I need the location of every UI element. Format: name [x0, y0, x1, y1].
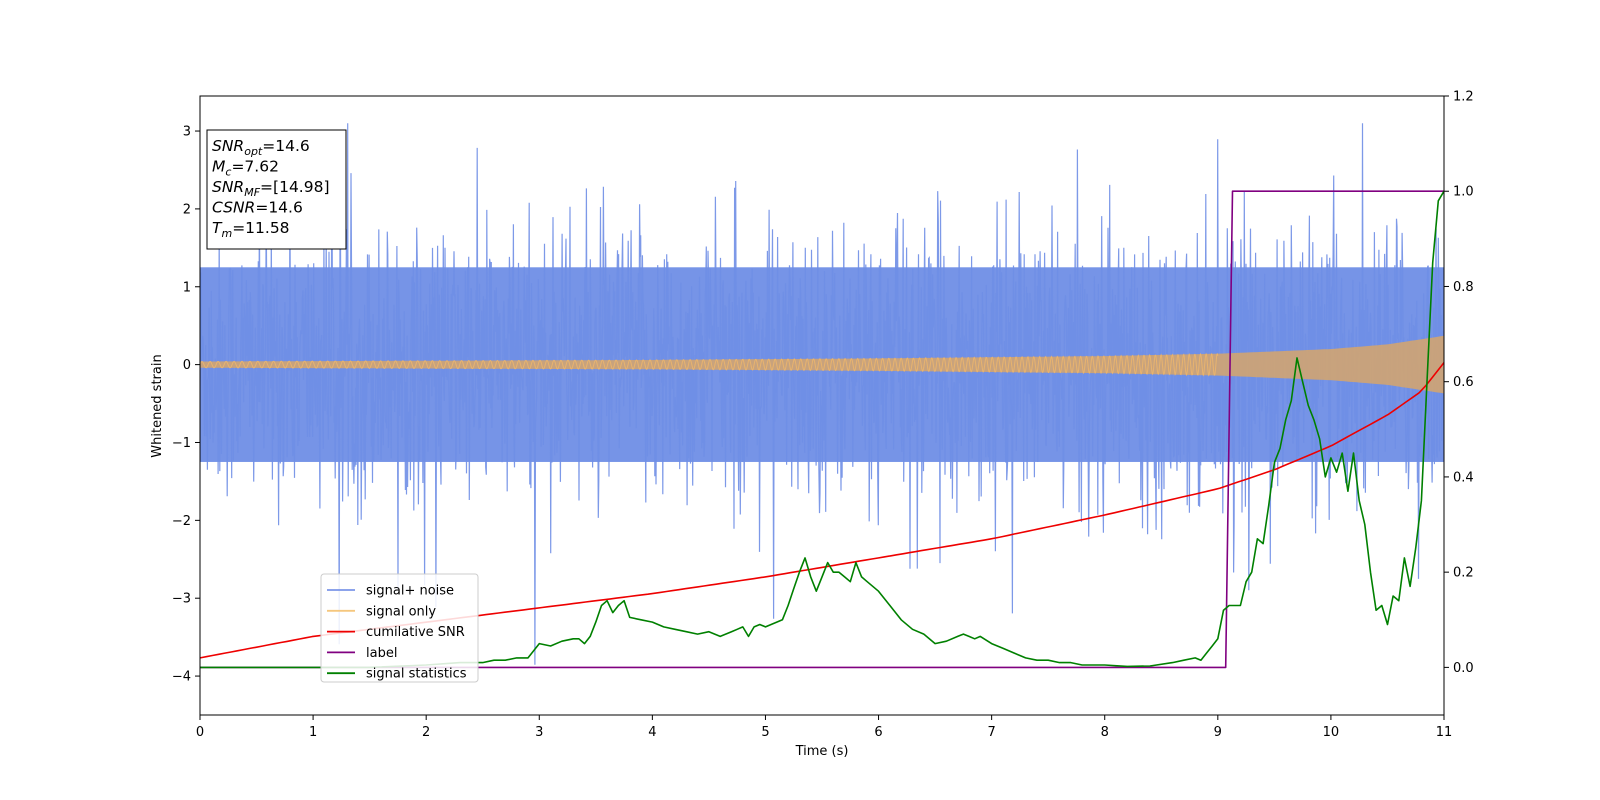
y-tick-label: −3 [172, 592, 191, 607]
label-line [200, 190, 1444, 669]
info-symbol: SNR [212, 137, 244, 155]
x-tick-label: 11 [1436, 725, 1453, 740]
y2-tick-label: 0.8 [1453, 280, 1474, 295]
info-value: =11.58 [232, 219, 289, 237]
x-tick-label: 0 [196, 725, 204, 740]
info-value: =14.6 [262, 137, 310, 155]
y2-tick-label: 0.4 [1453, 470, 1474, 485]
y2-tick-label: 1.0 [1453, 185, 1474, 200]
info-line: CSNR=14.6 [212, 199, 303, 217]
info-line: Mc=7.62 [212, 158, 279, 179]
y2-tick-label: 0.6 [1453, 375, 1474, 390]
y-tick-label: 0 [183, 358, 191, 373]
y-tick-label: −4 [172, 670, 191, 685]
x-tick-label: 1 [309, 725, 317, 740]
y-tick-label: 3 [183, 125, 191, 140]
x-tick-label: 10 [1323, 725, 1340, 740]
info-value: =14.6 [255, 199, 303, 217]
legend-label: label [366, 646, 397, 661]
info-subscript: m [221, 227, 232, 240]
signal-only-line [200, 352, 1219, 377]
y-tick-label: −2 [172, 514, 191, 529]
legend-frame [320, 573, 479, 683]
info-symbol: M [212, 158, 225, 176]
plot-frame [199, 95, 1445, 716]
legend-label: cumilative SNR [366, 625, 465, 640]
x-tick-label: 9 [1214, 725, 1222, 740]
y-tick-label: −1 [172, 436, 191, 451]
x-axis-label: Time (s) [795, 744, 849, 759]
y2-tick-label: 0.0 [1453, 661, 1474, 676]
legend-label: signal+ noise [366, 584, 454, 599]
info-subscript: opt [244, 145, 263, 158]
signal-only-series [200, 335, 1444, 394]
info-subscript: MF [244, 186, 260, 199]
y2-tick-label: 0.2 [1453, 566, 1474, 581]
x-tick-label: 6 [874, 725, 882, 740]
info-value: =[14.98] [260, 178, 329, 196]
x-tick-label: 2 [422, 725, 430, 740]
y-tick-label: 1 [183, 280, 191, 295]
signal-statistics-line [200, 190, 1444, 669]
y2-tick-label: 1.2 [1453, 90, 1474, 105]
info-symbol: SNR [212, 178, 244, 196]
axis-ticks: 0 1 2 3 4 5 6 7 8 9 10 113210−1−2−3−41.21.00.80.60.… [172, 90, 1474, 741]
info-line: Tm=11.58 [212, 219, 290, 240]
x-tick-label: 7 [987, 725, 995, 740]
info-line: SNRMF=[14.98] [212, 178, 330, 199]
info-symbol: CSNR [212, 199, 255, 217]
x-tick-label: 4 [648, 725, 656, 740]
info-line: SNRopt=14.6 [212, 137, 310, 158]
info-subscript: c [225, 166, 231, 179]
info-value: =7.62 [231, 158, 279, 176]
legend: signal+ noise signal only cumilative SNR la… [320, 573, 479, 683]
x-tick-label: 5 [761, 725, 769, 740]
x-tick-label: 8 [1101, 725, 1109, 740]
info-box: SNRopt=14.6Mc=7.62SNRMF=[14.98]CSNR=14.6… [206, 129, 347, 250]
legend-label: signal only [366, 604, 436, 619]
x-tick-label: 3 [535, 725, 543, 740]
info-box-frame [206, 129, 347, 250]
y-tick-label: 2 [183, 202, 191, 217]
y-axis-label: Whitened strain [150, 354, 165, 457]
info-symbol: T [212, 219, 223, 237]
signal-only-envelope [200, 335, 1444, 394]
legend-label: signal statistics [366, 667, 467, 682]
